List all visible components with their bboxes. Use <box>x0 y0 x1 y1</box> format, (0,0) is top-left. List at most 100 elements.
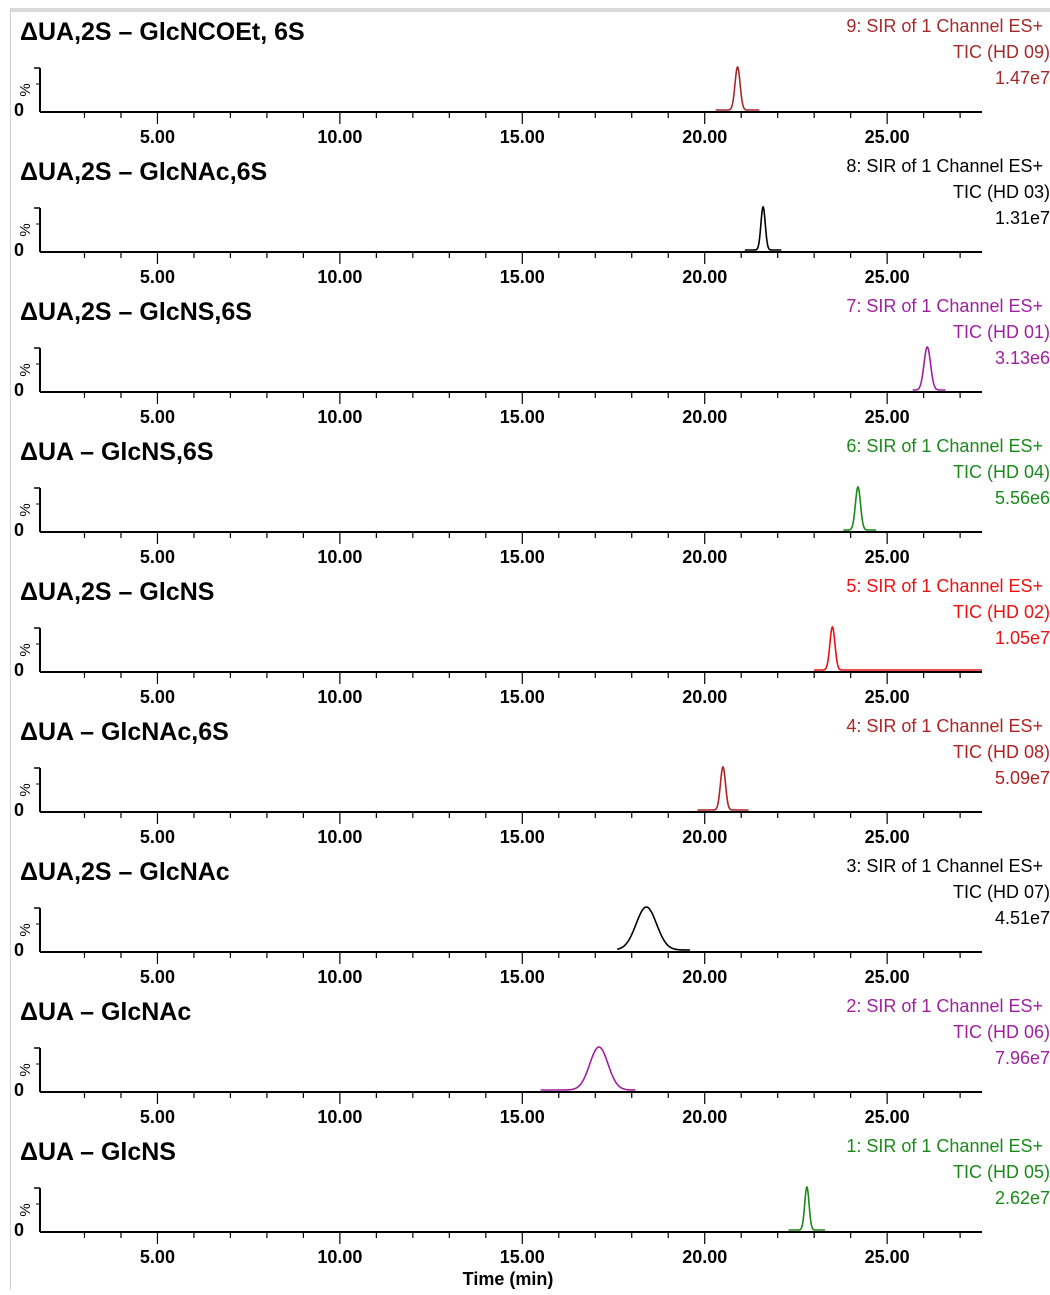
x-tick-label: 15.00 <box>500 1107 545 1127</box>
x-tick-label: 5.00 <box>140 967 175 987</box>
chromatogram-panel-9: ΔUA – GlcNS 1: SIR of 1 Channel ES+ TIC (H… <box>14 1136 1050 1267</box>
x-tick-label: 25.00 <box>865 267 910 287</box>
y-zero-label: 0 <box>14 940 24 960</box>
x-tick-label: 25.00 <box>865 127 910 147</box>
channel-label: 6: SIR of 1 Channel ES+ <box>846 436 1043 456</box>
x-tick-label: 5.00 <box>140 687 175 707</box>
tic-label: TIC (HD 09) <box>953 42 1050 62</box>
panel-title: ΔUA – GlcNAc <box>20 998 191 1026</box>
x-tick-label: 20.00 <box>682 127 727 147</box>
tic-label: TIC (HD 05) <box>953 1162 1050 1182</box>
x-tick-label: 20.00 <box>682 407 727 427</box>
x-tick-label: 25.00 <box>865 1107 910 1127</box>
x-tick-label: 5.00 <box>140 547 175 567</box>
chromatogram-trace <box>716 67 760 110</box>
channel-label: 3: SIR of 1 Channel ES+ <box>846 856 1043 876</box>
tic-label: TIC (HD 07) <box>953 882 1050 902</box>
x-tick-label: 10.00 <box>317 407 362 427</box>
x-axis-title: Time (min) <box>463 1269 554 1289</box>
y-zero-label: 0 <box>14 660 24 680</box>
y-zero-label: 0 <box>14 1220 24 1240</box>
x-tick-label: 15.00 <box>500 1247 545 1267</box>
x-tick-label: 10.00 <box>317 827 362 847</box>
y-axis-label: % <box>17 1203 34 1216</box>
x-tick-label: 25.00 <box>865 827 910 847</box>
x-tick-label: 5.00 <box>140 827 175 847</box>
x-tick-label: 20.00 <box>682 1247 727 1267</box>
y-axis-label: % <box>17 223 34 236</box>
y-axis-label: % <box>17 643 34 656</box>
x-tick-label: 15.00 <box>500 967 545 987</box>
x-tick-label: 20.00 <box>682 267 727 287</box>
x-tick-label: 15.00 <box>500 127 545 147</box>
x-tick-label: 15.00 <box>500 547 545 567</box>
panel-title: ΔUA,2S – GlcNS,6S <box>20 298 252 326</box>
x-tick-label: 15.00 <box>500 687 545 707</box>
panel-title: ΔUA,2S – GlcNAc <box>20 858 230 886</box>
y-axis-label: % <box>17 1063 34 1076</box>
y-axis-label: % <box>17 783 34 796</box>
x-tick-label: 20.00 <box>682 687 727 707</box>
y-zero-label: 0 <box>14 1080 24 1100</box>
tic-label: TIC (HD 06) <box>953 1022 1050 1042</box>
intensity-label: 5.09e7 <box>995 768 1050 788</box>
channel-label: 5: SIR of 1 Channel ES+ <box>846 576 1043 596</box>
x-tick-label: 20.00 <box>682 1107 727 1127</box>
y-zero-label: 0 <box>14 240 24 260</box>
x-tick-label: 10.00 <box>317 687 362 707</box>
x-tick-label: 5.00 <box>140 127 175 147</box>
x-tick-label: 10.00 <box>317 267 362 287</box>
x-tick-label: 10.00 <box>317 127 362 147</box>
x-tick-label: 10.00 <box>317 967 362 987</box>
channel-label: 2: SIR of 1 Channel ES+ <box>846 996 1043 1016</box>
x-tick-label: 10.00 <box>317 1247 362 1267</box>
panel-title: ΔUA,2S – GlcNCOEt, 6S <box>20 18 305 46</box>
panel-title: ΔUA – GlcNS,6S <box>20 438 214 466</box>
y-axis-label: % <box>17 923 34 936</box>
x-tick-label: 25.00 <box>865 967 910 987</box>
chromatogram-trace <box>541 1047 636 1090</box>
intensity-label: 2.62e7 <box>995 1188 1050 1208</box>
x-tick-label: 25.00 <box>865 547 910 567</box>
x-tick-label: 5.00 <box>140 1107 175 1127</box>
x-tick-label: 5.00 <box>140 267 175 287</box>
panel-title: ΔUA,2S – GlcNS <box>20 578 214 606</box>
x-tick-label: 15.00 <box>500 407 545 427</box>
y-axis-label: % <box>17 83 34 96</box>
panel-title: ΔUA,2S – GlcNAc,6S <box>20 158 267 186</box>
y-axis-label: % <box>17 363 34 376</box>
tic-label: TIC (HD 08) <box>953 742 1050 762</box>
y-zero-label: 0 <box>14 380 24 400</box>
tic-label: TIC (HD 02) <box>953 602 1050 622</box>
x-tick-label: 5.00 <box>140 407 175 427</box>
channel-label: 1: SIR of 1 Channel ES+ <box>846 1136 1043 1156</box>
x-tick-label: 25.00 <box>865 1247 910 1267</box>
x-tick-label: 10.00 <box>317 1107 362 1127</box>
x-tick-label: 15.00 <box>500 827 545 847</box>
intensity-label: 1.47e7 <box>995 68 1050 88</box>
chromatogram-trace <box>617 907 690 950</box>
channel-label: 7: SIR of 1 Channel ES+ <box>846 296 1043 316</box>
intensity-label: 7.96e7 <box>995 1048 1050 1068</box>
intensity-label: 4.51e7 <box>995 908 1050 928</box>
x-tick-label: 25.00 <box>865 407 910 427</box>
chromatogram-trace <box>745 207 781 250</box>
tic-label: TIC (HD 04) <box>953 462 1050 482</box>
panel-title: ΔUA – GlcNS <box>20 1138 176 1166</box>
y-axis-label: % <box>17 503 34 516</box>
x-tick-label: 20.00 <box>682 967 727 987</box>
x-tick-label: 15.00 <box>500 267 545 287</box>
chromatogram-panel-7: ΔUA,2S – GlcNAc 3: SIR of 1 Channel ES+ TI… <box>14 856 1050 987</box>
x-tick-label: 5.00 <box>140 1247 175 1267</box>
tic-label: TIC (HD 01) <box>953 322 1050 342</box>
chromatogram-trace <box>814 627 982 670</box>
intensity-label: 3.13e6 <box>995 348 1050 368</box>
x-tick-label: 10.00 <box>317 547 362 567</box>
chromatogram-trace <box>913 347 946 390</box>
y-zero-label: 0 <box>14 520 24 540</box>
